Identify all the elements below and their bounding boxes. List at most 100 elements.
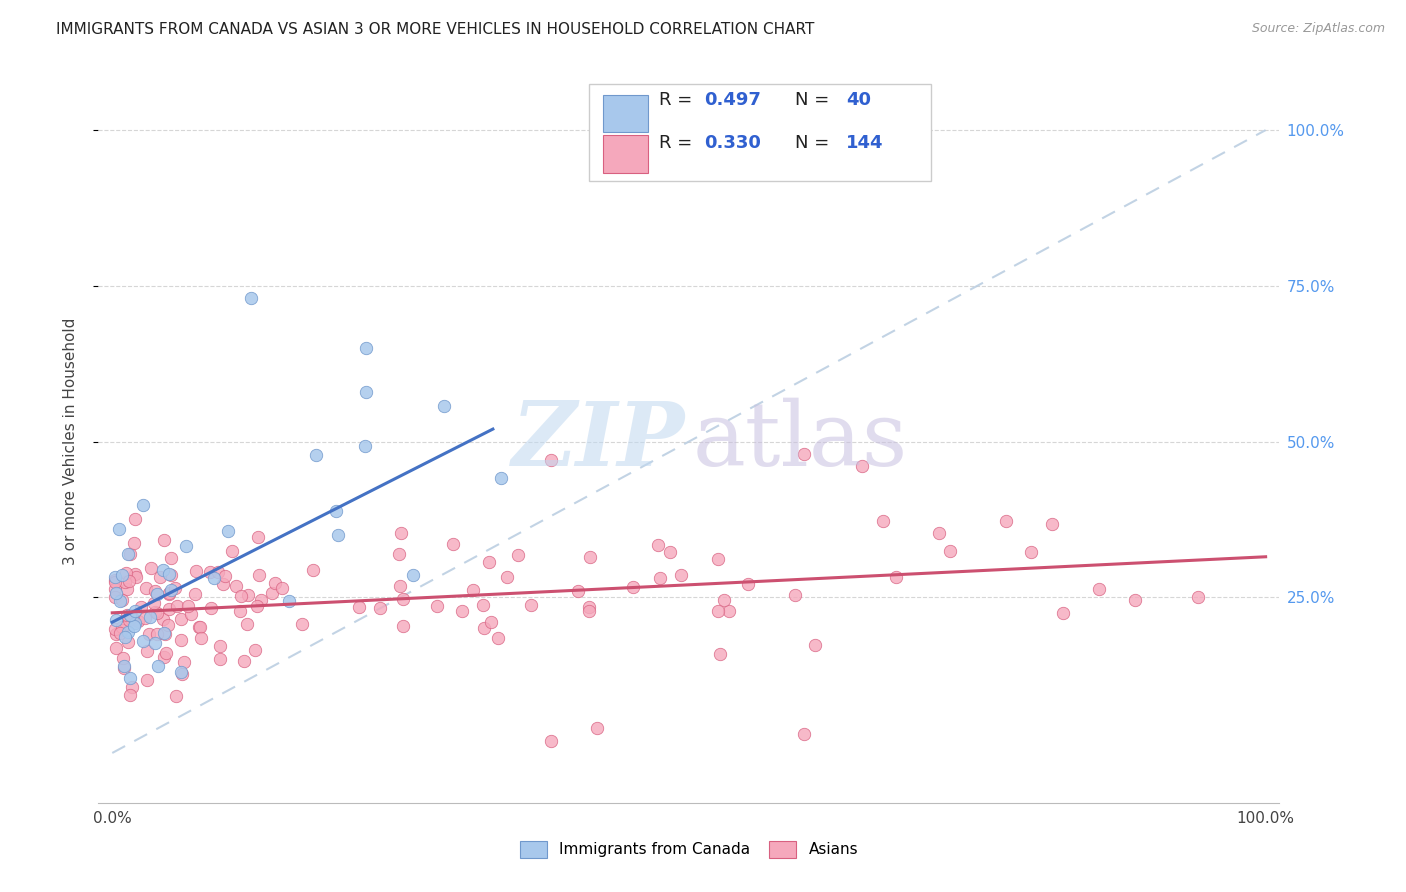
Point bbox=[1052, 607, 1074, 621]
Point bbox=[111, 623, 134, 637]
Point bbox=[506, 548, 529, 562]
Text: N =: N = bbox=[796, 91, 830, 109]
Point bbox=[451, 604, 474, 618]
Point bbox=[328, 528, 350, 542]
Point bbox=[246, 599, 269, 613]
Point bbox=[112, 658, 135, 673]
Point bbox=[157, 618, 180, 632]
Point bbox=[347, 599, 370, 614]
Point bbox=[247, 567, 270, 582]
Point bbox=[149, 570, 172, 584]
Point bbox=[239, 291, 262, 305]
Point bbox=[489, 471, 512, 485]
Point bbox=[139, 561, 162, 575]
Point bbox=[229, 589, 252, 603]
Point bbox=[225, 580, 247, 594]
Point bbox=[928, 526, 950, 541]
Point bbox=[112, 660, 135, 674]
Point bbox=[104, 641, 127, 656]
Point bbox=[120, 608, 142, 623]
Point bbox=[472, 598, 495, 612]
Point bbox=[1187, 591, 1209, 605]
Point bbox=[157, 587, 180, 601]
Point bbox=[136, 673, 159, 687]
Point bbox=[155, 646, 177, 660]
Point bbox=[124, 512, 146, 526]
Point bbox=[157, 567, 180, 582]
Point bbox=[486, 631, 509, 645]
Point bbox=[249, 592, 271, 607]
Point bbox=[461, 582, 484, 597]
Text: 0.497: 0.497 bbox=[704, 91, 761, 109]
Point bbox=[939, 544, 962, 558]
Point bbox=[658, 545, 681, 559]
Point bbox=[184, 564, 207, 578]
Point bbox=[305, 449, 328, 463]
Point bbox=[1040, 516, 1063, 531]
Point bbox=[443, 537, 465, 551]
Point bbox=[228, 604, 250, 618]
Point bbox=[520, 598, 543, 612]
Point bbox=[117, 634, 139, 648]
Point bbox=[160, 568, 183, 582]
Point bbox=[567, 584, 589, 599]
Point bbox=[104, 586, 127, 600]
Point bbox=[707, 604, 730, 618]
Point bbox=[114, 631, 136, 645]
Point bbox=[190, 631, 212, 645]
Text: R =: R = bbox=[659, 135, 699, 153]
Point bbox=[648, 571, 671, 585]
Text: 40: 40 bbox=[846, 91, 872, 109]
Point bbox=[125, 570, 148, 584]
Point bbox=[108, 626, 131, 640]
Point bbox=[104, 575, 127, 590]
Point bbox=[103, 582, 125, 597]
Point bbox=[148, 658, 170, 673]
Point bbox=[472, 621, 495, 635]
Point bbox=[540, 453, 562, 467]
Point bbox=[172, 666, 194, 681]
Point bbox=[717, 604, 740, 618]
Point bbox=[354, 384, 377, 399]
Point bbox=[118, 613, 141, 627]
Point bbox=[153, 626, 176, 640]
Point bbox=[118, 574, 141, 588]
Point bbox=[872, 514, 894, 528]
Point bbox=[114, 566, 136, 580]
Point bbox=[104, 570, 127, 584]
Point bbox=[124, 566, 146, 581]
Point bbox=[157, 586, 180, 600]
Point bbox=[129, 599, 152, 614]
Point bbox=[793, 447, 815, 461]
Point bbox=[233, 654, 256, 668]
Point bbox=[851, 459, 873, 474]
Point bbox=[124, 615, 146, 630]
Point bbox=[578, 604, 600, 618]
Point bbox=[160, 582, 183, 597]
Point bbox=[127, 614, 149, 628]
Point bbox=[165, 689, 187, 703]
Point bbox=[103, 590, 125, 604]
Point bbox=[238, 588, 260, 602]
Point bbox=[120, 688, 142, 702]
Text: R =: R = bbox=[659, 91, 699, 109]
Point bbox=[388, 579, 411, 593]
Point bbox=[122, 536, 145, 550]
Point bbox=[214, 569, 236, 583]
Point bbox=[146, 587, 169, 601]
Point bbox=[166, 599, 188, 613]
Point bbox=[669, 568, 692, 582]
Point bbox=[157, 602, 180, 616]
Point bbox=[479, 615, 502, 629]
Point bbox=[170, 612, 193, 626]
Point bbox=[495, 570, 517, 584]
Point bbox=[112, 651, 135, 665]
Point bbox=[221, 544, 243, 558]
Point bbox=[124, 604, 146, 618]
Point bbox=[190, 620, 212, 634]
Y-axis label: 3 or more Vehicles in Household: 3 or more Vehicles in Household bbox=[63, 318, 77, 566]
Text: atlas: atlas bbox=[693, 398, 908, 485]
Point bbox=[277, 594, 299, 608]
Point bbox=[1125, 593, 1147, 607]
FancyBboxPatch shape bbox=[603, 95, 648, 132]
